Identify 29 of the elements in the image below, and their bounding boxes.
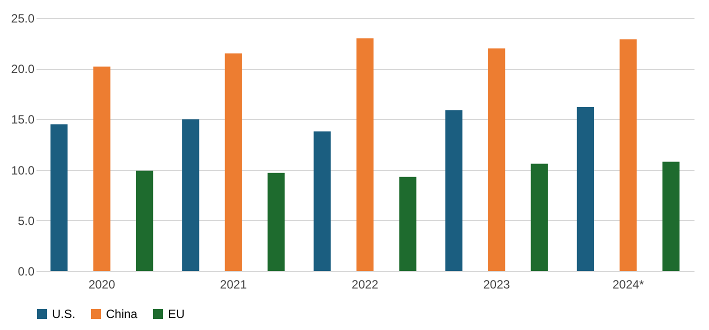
- y-tick-label: 15.0: [11, 112, 35, 127]
- bar: [224, 53, 242, 271]
- bar: [314, 131, 331, 271]
- bar: [445, 110, 462, 271]
- bar: [399, 176, 416, 271]
- x-tick-label: 2022: [352, 278, 379, 292]
- y-tick-label: 5.0: [18, 214, 35, 228]
- x-tick-label: 2024*: [612, 278, 644, 292]
- bar: [488, 48, 506, 271]
- y-tick-label: 20.0: [11, 62, 35, 76]
- legend-label: U.S.: [52, 307, 76, 321]
- y-tick-label: 0.0: [18, 264, 35, 278]
- x-tick-label: 2023: [483, 278, 510, 292]
- bar: [136, 170, 154, 271]
- bar: [50, 124, 68, 271]
- bar: [620, 39, 637, 271]
- bar: [530, 164, 548, 271]
- legend-label: China: [106, 307, 138, 321]
- bar: [93, 66, 110, 271]
- bar: [182, 119, 200, 271]
- bar: [662, 162, 680, 271]
- y-tick-label: 25.0: [11, 12, 35, 26]
- x-tick-label: 2020: [88, 278, 116, 292]
- bar: [356, 38, 374, 271]
- bar: [576, 107, 594, 271]
- legend-label: EU: [168, 307, 185, 321]
- bar: [268, 172, 285, 271]
- y-tick-label: 10.0: [11, 163, 35, 178]
- x-tick-label: 2021: [220, 278, 248, 292]
